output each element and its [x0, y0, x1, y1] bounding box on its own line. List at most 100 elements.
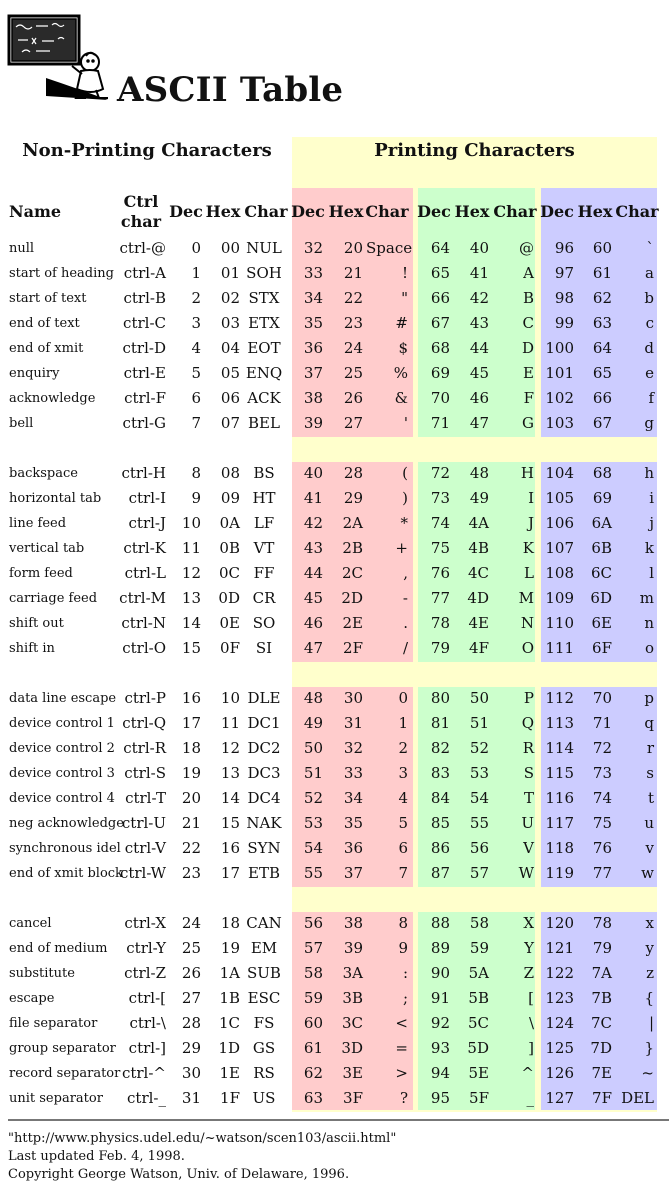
printing-dec: 85: [430, 814, 450, 832]
row-hex: 08: [220, 464, 240, 482]
printing-char: 9: [398, 939, 408, 957]
printing-dec: 46: [303, 614, 323, 632]
printing-hex: 78: [592, 914, 612, 932]
printing-hex: 34: [343, 789, 363, 807]
printing-char: K: [522, 539, 534, 557]
row-hex: 12: [220, 739, 240, 757]
printing-dec: 124: [545, 1014, 574, 1032]
row-char: SO: [252, 614, 276, 632]
printing-char: R: [522, 739, 534, 757]
printing-hex: 42: [469, 289, 489, 307]
printing-char: ;: [402, 989, 408, 1007]
printing-char: P: [523, 689, 534, 707]
printing-hex: 57: [469, 864, 489, 882]
row-name: device control 3: [9, 766, 115, 781]
row-ctrl-char: ctrl-I: [128, 489, 166, 507]
printing-hex: 4A: [468, 514, 489, 532]
row-dec: 27: [181, 989, 201, 1007]
row-hex: 0F: [220, 639, 240, 657]
column-header-hex: Hex: [205, 202, 241, 221]
printing-hex: 40: [469, 239, 489, 257]
printing-dec: 83: [430, 764, 450, 782]
printing-hex: 4D: [467, 589, 489, 607]
printing-hex: 7C: [590, 1014, 612, 1032]
row-name: end of text: [9, 316, 80, 331]
printing-hex: 3B: [342, 989, 363, 1007]
row-ctrl-char: ctrl-O: [122, 639, 166, 657]
printing-hex: 4E: [468, 614, 490, 632]
printing-dec: 42: [303, 514, 323, 532]
row-hex: 15: [220, 814, 240, 832]
printing-char: n: [644, 614, 654, 632]
printing-hex: 53: [469, 764, 489, 782]
column-header-dec-group-1: Dec: [291, 202, 325, 221]
printing-char: /: [402, 639, 408, 657]
printing-dec: 41: [303, 489, 323, 507]
printing-dec: 48: [303, 689, 323, 707]
printing-hex: 2D: [341, 589, 363, 607]
printing-char: (: [402, 464, 408, 482]
printing-hex: 44: [469, 339, 489, 357]
row-dec: 11: [181, 539, 201, 557]
row-ctrl-char: ctrl-X: [124, 914, 166, 932]
printing-char: <: [395, 1014, 408, 1032]
printing-dec: 47: [303, 639, 323, 657]
row-hex: 1D: [218, 1039, 240, 1057]
column-header-hex-group-1: Hex: [328, 202, 364, 221]
row-dec: 16: [181, 689, 201, 707]
printing-char: .: [403, 614, 408, 632]
printing-char: 6: [398, 839, 408, 857]
row-dec: 25: [181, 939, 201, 957]
printing-group-2-background: [418, 188, 535, 1110]
printing-char: }: [644, 1039, 654, 1057]
printing-hex: 41: [469, 264, 489, 282]
printing-char: -: [402, 589, 408, 607]
printing-char: $: [398, 339, 408, 357]
row-char: LF: [253, 514, 275, 532]
group-separator-band: [292, 887, 657, 912]
printing-hex: 7A: [591, 964, 612, 982]
printing-hex: 3F: [343, 1089, 363, 1107]
row-hex: 19: [220, 939, 240, 957]
row-char: US: [252, 1089, 276, 1107]
row-name: backspace: [9, 466, 78, 481]
printing-hex: 79: [592, 939, 612, 957]
row-hex: 18: [220, 914, 240, 932]
printing-char: {: [644, 989, 654, 1007]
row-ctrl-char: ctrl-D: [122, 339, 167, 357]
row-ctrl-char: ctrl-A: [123, 264, 166, 282]
row-char: NAK: [246, 814, 282, 832]
row-name: end of medium: [9, 941, 108, 956]
printing-dec: 50: [303, 739, 323, 757]
printing-dec: 37: [303, 364, 323, 382]
printing-hex: 50: [469, 689, 489, 707]
row-ctrl-char: ctrl-B: [123, 289, 167, 307]
row-char: GS: [252, 1039, 276, 1057]
printing-hex: 23: [343, 314, 363, 332]
printing-char: V: [523, 839, 534, 857]
row-char: EOT: [247, 339, 281, 357]
row-dec: 8: [191, 464, 201, 482]
printing-dec: 111: [545, 639, 574, 657]
column-header-char-group-2: Char: [493, 202, 537, 221]
printing-dec: 43: [303, 539, 323, 557]
printing-dec: 86: [430, 839, 450, 857]
printing-dec: 127: [545, 1089, 574, 1107]
printing-hex: 3E: [342, 1064, 364, 1082]
row-dec: 22: [181, 839, 201, 857]
row-dec: 0: [191, 239, 201, 257]
printing-char: ^: [521, 1064, 534, 1082]
printing-dec: 63: [303, 1089, 323, 1107]
printing-hex: 52: [469, 739, 489, 757]
printing-char: q: [644, 714, 654, 732]
printing-hex: 2A: [342, 514, 363, 532]
printing-dec: 105: [545, 489, 574, 507]
printing-hex: 60: [592, 239, 612, 257]
printing-hex: 7F: [592, 1089, 612, 1107]
printing-dec: 73: [430, 489, 450, 507]
printing-dec: 40: [303, 464, 323, 482]
printing-hex: 7D: [590, 1039, 612, 1057]
row-name: start of text: [9, 291, 87, 306]
printing-dec: 75: [430, 539, 450, 557]
printing-char: ": [401, 289, 408, 307]
